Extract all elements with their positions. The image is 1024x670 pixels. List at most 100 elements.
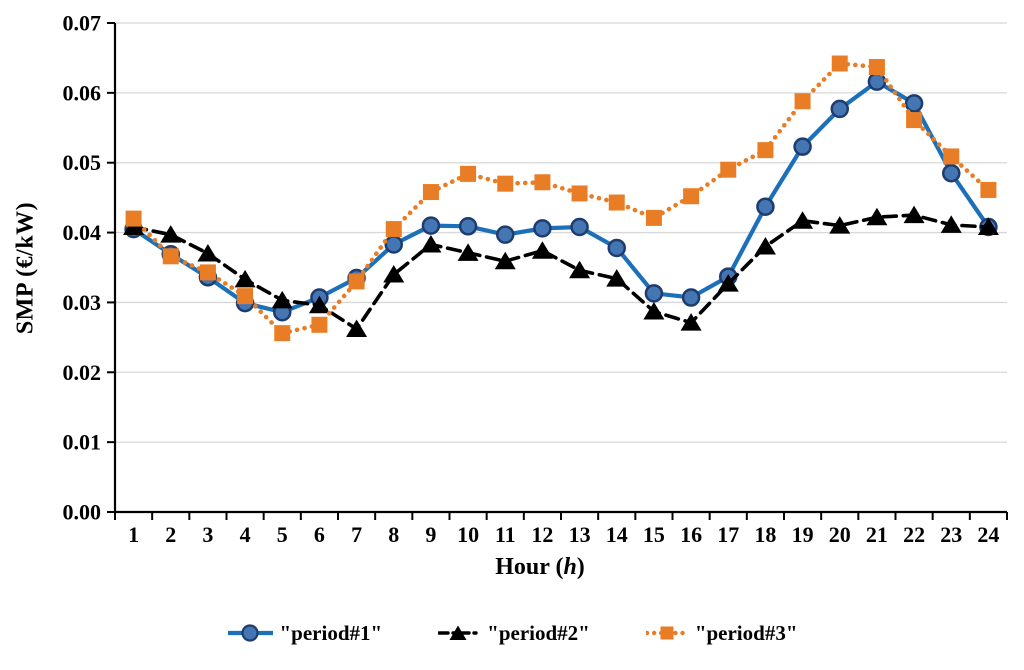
legend-label-period1: "period#1" bbox=[279, 620, 383, 645]
marker-triangle bbox=[197, 244, 219, 262]
y-tick-label: 0.01 bbox=[63, 430, 102, 455]
marker-triangle bbox=[643, 302, 665, 320]
marker-square bbox=[125, 210, 142, 227]
y-axis-title-text: SMP (€/kW) bbox=[12, 201, 39, 335]
marker-triangle bbox=[903, 205, 925, 224]
marker-square bbox=[497, 175, 514, 192]
marker-square bbox=[311, 316, 328, 333]
marker-square bbox=[199, 264, 216, 281]
marker-triangle bbox=[866, 207, 888, 226]
marker-circle bbox=[496, 225, 515, 244]
legend-item-period1: "period#1" bbox=[227, 620, 383, 646]
x-tick-label: 7 bbox=[351, 522, 362, 547]
marker-square bbox=[385, 221, 402, 238]
marker-square bbox=[348, 273, 365, 290]
legend-item-period2: "period#2" bbox=[438, 621, 590, 646]
x-tick-label: 1 bbox=[128, 522, 139, 547]
marker-triangle bbox=[680, 313, 702, 331]
marker-square bbox=[237, 288, 254, 305]
y-tick-label: 0.05 bbox=[63, 150, 102, 175]
x-axis-title-prefix: Hour ( bbox=[495, 554, 564, 580]
x-tick-label: 2 bbox=[165, 522, 176, 547]
series-period3 bbox=[125, 55, 997, 342]
marker-square bbox=[943, 148, 960, 165]
x-tick-label: 9 bbox=[425, 522, 436, 547]
legend-label-period3: "period#3" bbox=[694, 620, 798, 645]
marker-triangle bbox=[606, 269, 628, 287]
marker-circle bbox=[756, 197, 775, 216]
x-tick-label: 4 bbox=[240, 522, 251, 547]
marker-square bbox=[757, 142, 774, 159]
x-tick-label: 3 bbox=[202, 522, 213, 547]
legend-sample-solid-line-circle-icon bbox=[227, 624, 273, 642]
marker-triangle bbox=[420, 234, 442, 253]
x-tick-label: 16 bbox=[680, 522, 702, 547]
smp-line-chart: 0.000.010.020.030.040.050.060.071 2 3 4 5 6 7 8… bbox=[63, 11, 1008, 547]
y-tick-label: 0.03 bbox=[63, 290, 102, 315]
marker-circle bbox=[533, 219, 552, 238]
marker-triangle bbox=[754, 237, 776, 255]
series-line bbox=[131, 213, 991, 332]
marker-square bbox=[980, 181, 997, 198]
marker-circle bbox=[830, 99, 849, 119]
series-period1 bbox=[124, 72, 998, 322]
marker-square bbox=[794, 93, 811, 110]
x-axis-title-suffix: ) bbox=[576, 554, 585, 580]
y-axis-title: SMP (€/kW) bbox=[13, 202, 40, 334]
y-tick-label: 0.06 bbox=[63, 80, 102, 105]
marker-square bbox=[571, 185, 588, 202]
marker-triangle bbox=[494, 251, 516, 270]
marker-triangle bbox=[829, 216, 851, 234]
marker-circle bbox=[384, 235, 403, 254]
marker-triangle bbox=[308, 295, 330, 314]
marker-square bbox=[720, 161, 737, 178]
marker-circle bbox=[607, 238, 626, 258]
marker-triangle bbox=[383, 264, 405, 283]
marker-triangle bbox=[271, 290, 293, 309]
x-axis-title-italic: h bbox=[563, 554, 577, 580]
x-tick-label: 6 bbox=[314, 522, 325, 547]
marker-triangle bbox=[717, 274, 739, 292]
marker-circle bbox=[644, 284, 664, 303]
marker-circle bbox=[942, 163, 961, 183]
legend-marker-circle bbox=[240, 624, 259, 642]
series-line bbox=[131, 61, 991, 336]
x-tick-label: 23 bbox=[940, 522, 962, 547]
axes: 0.000.010.020.030.040.050.060.071 2 3 4 5 6 7 8… bbox=[63, 11, 1008, 547]
marker-square bbox=[274, 325, 291, 342]
marker-circle bbox=[904, 94, 924, 113]
marker-square bbox=[868, 59, 885, 76]
x-tick-label: 21 bbox=[866, 522, 888, 547]
x-tick-label: 18 bbox=[754, 522, 776, 547]
x-tick-label: 13 bbox=[569, 522, 591, 547]
marker-triangle bbox=[792, 211, 814, 229]
gridlines bbox=[115, 22, 1007, 443]
x-tick-label: 5 bbox=[277, 522, 288, 547]
marker-square bbox=[460, 165, 477, 182]
marker-circle bbox=[570, 217, 589, 237]
marker-square bbox=[645, 209, 662, 226]
y-tick-label: 0.04 bbox=[63, 220, 102, 245]
y-tick-label: 0.02 bbox=[63, 360, 102, 385]
marker-square bbox=[422, 184, 439, 201]
x-tick-label: 14 bbox=[606, 522, 628, 547]
marker-triangle bbox=[234, 269, 256, 288]
marker-square bbox=[162, 248, 179, 265]
marker-square bbox=[608, 194, 625, 211]
legend-marker-square bbox=[660, 626, 674, 640]
x-tick-label: 24 bbox=[977, 522, 999, 547]
legend-item-period3: "period#3" bbox=[645, 620, 798, 646]
series-line bbox=[132, 79, 991, 315]
marker-square bbox=[683, 188, 700, 205]
series-period2 bbox=[123, 205, 999, 337]
legend-marker-triangle bbox=[449, 625, 467, 640]
x-tick-label: 10 bbox=[457, 522, 479, 547]
marker-triangle bbox=[569, 260, 591, 279]
x-tick-label: 11 bbox=[495, 522, 516, 547]
marker-square bbox=[534, 174, 551, 191]
marker-triangle bbox=[977, 217, 999, 235]
y-tick-label: 0.00 bbox=[63, 500, 102, 525]
marker-circle bbox=[793, 137, 812, 156]
marker-triangle bbox=[346, 319, 368, 337]
